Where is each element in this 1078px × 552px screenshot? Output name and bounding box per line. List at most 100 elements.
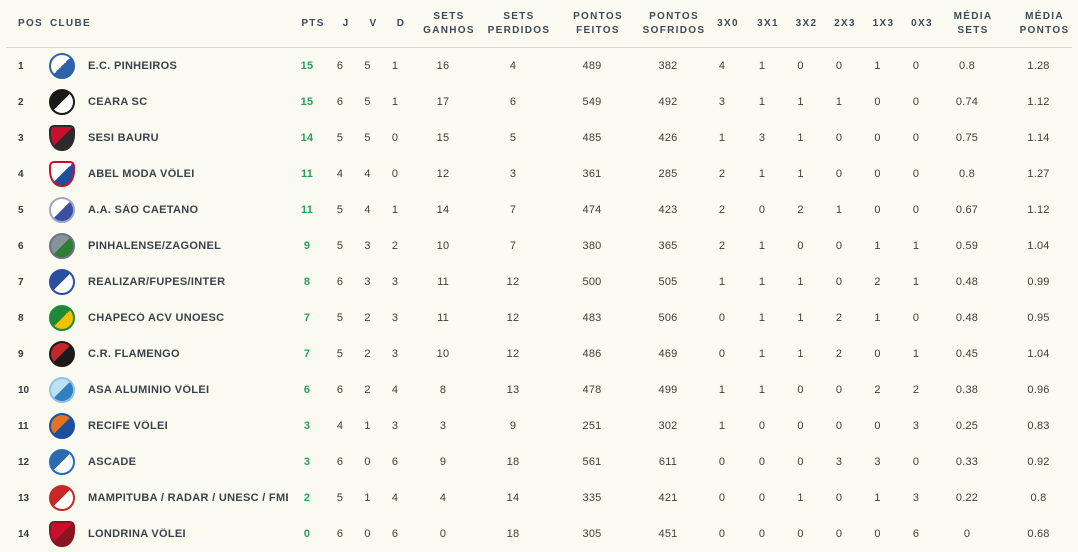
- cell-j: 5: [336, 240, 344, 252]
- position-cell: 13: [18, 492, 30, 504]
- cell-0x3: 2: [912, 384, 920, 396]
- club-name: MAMPITUBA / RADAR / UNESC / FME CRICIUMA: [88, 492, 288, 504]
- club-logo-icon: [49, 305, 75, 331]
- cell-pts: 6: [303, 384, 311, 396]
- cell-1x3: 1: [874, 240, 881, 252]
- cell-d: 4: [391, 492, 399, 504]
- column-header-0x3: 0X3: [911, 17, 933, 29]
- cell-media-pontos: 1.12: [1027, 204, 1050, 216]
- cell-1x3: 0: [874, 132, 881, 144]
- cell-3x2: 1: [797, 276, 804, 288]
- cell-1x3: 0: [874, 348, 881, 360]
- cell-3x1: 0: [758, 204, 766, 216]
- cell-media-pontos: 0.68: [1027, 528, 1050, 540]
- cell-0x3: 1: [912, 348, 920, 360]
- cell-sets-perdidos: 13: [506, 384, 520, 396]
- cell-0x3: 0: [912, 312, 920, 324]
- cell-3x1: 1: [758, 240, 766, 252]
- club-name: REALIZAR/FUPES/INTER: [88, 276, 226, 288]
- cell-d: 1: [391, 60, 399, 72]
- cell-d: 0: [391, 168, 399, 180]
- club-logo-cell: [44, 449, 80, 475]
- cell-v: 5: [364, 132, 371, 144]
- table-row: 7 REALIZAR/FUPES/INTER 8 6 3 3 11 12 500…: [0, 264, 1078, 300]
- cell-3x0: 0: [718, 528, 726, 540]
- column-header-pos: POS: [18, 17, 44, 29]
- cell-sets-perdidos: 7: [509, 240, 517, 252]
- cell-2x3: 0: [835, 168, 843, 180]
- cell-1x3: 0: [874, 420, 881, 432]
- cell-3x0: 0: [718, 312, 726, 324]
- position-cell: 11: [18, 420, 29, 432]
- cell-3x2: 0: [797, 384, 804, 396]
- cell-2x3: 0: [835, 60, 843, 72]
- cell-2x3: 2: [835, 348, 843, 360]
- club-name: CHAPECÓ ACV UNOESC: [88, 312, 225, 324]
- cell-d: 3: [391, 276, 399, 288]
- table-row: 4 ABEL MODA VÔLEI 11 4 4 0 12 3 361 285 …: [0, 156, 1078, 192]
- cell-j: 6: [336, 60, 344, 72]
- cell-d: 1: [391, 204, 399, 216]
- cell-sets-ganhos: 8: [439, 384, 447, 396]
- cell-media-sets: 0.74: [955, 96, 979, 108]
- cell-pontos-sofridos: 285: [658, 168, 678, 180]
- cell-pontos-feitos: 335: [582, 492, 602, 504]
- cell-pontos-sofridos: 499: [658, 384, 678, 396]
- cell-media-sets: 0.59: [955, 240, 979, 252]
- position-cell: 9: [18, 348, 24, 360]
- cell-0x3: 0: [912, 96, 920, 108]
- cell-j: 6: [336, 276, 344, 288]
- cell-2x3: 0: [835, 384, 843, 396]
- cell-sets-ganhos: 11: [437, 312, 449, 324]
- cell-j: 5: [336, 348, 344, 360]
- cell-3x2: 0: [797, 456, 804, 468]
- club-logo-cell: [44, 521, 80, 547]
- cell-3x1: 0: [758, 492, 766, 504]
- cell-3x0: 1: [718, 420, 726, 432]
- cell-sets-ganhos: 15: [436, 132, 450, 144]
- club-logo-icon: [49, 341, 75, 367]
- cell-pontos-feitos: 561: [582, 456, 602, 468]
- cell-sets-perdidos: 12: [506, 348, 520, 360]
- cell-sets-ganhos: 4: [439, 492, 447, 504]
- cell-v: 2: [364, 384, 371, 396]
- cell-1x3: 3: [874, 456, 881, 468]
- cell-1x3: 2: [874, 384, 881, 396]
- club-logo-icon: [49, 485, 75, 511]
- cell-2x3: 0: [835, 492, 843, 504]
- cell-media-pontos: 0.96: [1027, 384, 1050, 396]
- cell-j: 6: [336, 384, 344, 396]
- club-logo-cell: [44, 53, 80, 79]
- club-name: CEARA SC: [88, 96, 148, 108]
- cell-3x2: 1: [797, 168, 804, 180]
- cell-0x3: 3: [912, 420, 920, 432]
- cell-media-sets: 0.8: [959, 60, 975, 72]
- cell-sets-perdidos: 4: [509, 60, 517, 72]
- cell-pontos-sofridos: 492: [658, 96, 678, 108]
- cell-media-sets: 0: [963, 528, 971, 540]
- column-header-clube: CLUBE: [50, 17, 91, 29]
- cell-media-sets: 0.38: [955, 384, 979, 396]
- table-row: 8 CHAPECÓ ACV UNOESC 7 5 2 3 11 12 483 5…: [0, 300, 1078, 336]
- cell-pontos-sofridos: 451: [658, 528, 678, 540]
- cell-1x3: 1: [874, 60, 881, 72]
- cell-v: 0: [364, 528, 371, 540]
- cell-pontos-sofridos: 426: [658, 132, 678, 144]
- position-cell: 2: [18, 96, 24, 108]
- cell-3x0: 2: [718, 204, 726, 216]
- cell-d: 4: [391, 384, 399, 396]
- cell-0x3: 0: [912, 204, 920, 216]
- cell-pontos-sofridos: 469: [658, 348, 678, 360]
- cell-j: 5: [336, 132, 344, 144]
- cell-j: 4: [336, 420, 344, 432]
- cell-2x3: 0: [835, 276, 843, 288]
- cell-media-pontos: 0.83: [1027, 420, 1050, 432]
- cell-media-sets: 0.48: [955, 276, 979, 288]
- column-header-1x3: 1X3: [872, 17, 895, 29]
- cell-3x0: 3: [718, 96, 726, 108]
- column-header-3x0: 3X0: [717, 17, 739, 29]
- cell-d: 6: [391, 528, 399, 540]
- cell-sets-ganhos: 12: [436, 168, 450, 180]
- cell-3x2: 0: [797, 240, 804, 252]
- cell-3x1: 1: [758, 96, 766, 108]
